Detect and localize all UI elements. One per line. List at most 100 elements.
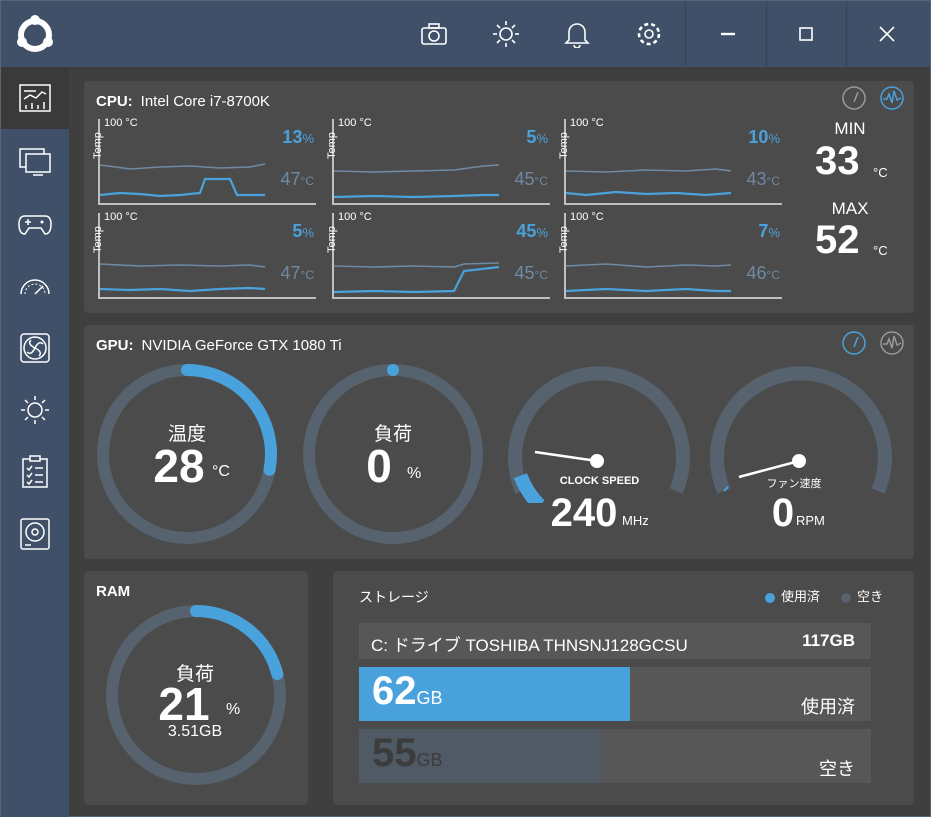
gpu-load-gauge xyxy=(303,364,483,544)
ram-title: RAM xyxy=(96,583,131,600)
legend-used: 使用済 xyxy=(765,586,820,605)
graph-view-icon[interactable] xyxy=(878,329,906,362)
gauge-view-icon[interactable] xyxy=(840,329,868,362)
gpu-fan-unit: RPM xyxy=(796,513,825,528)
fan-icon[interactable] xyxy=(1,317,69,379)
graph-x-axis xyxy=(332,203,550,205)
gauge-view-icon[interactable] xyxy=(840,84,868,117)
gpu-fan-value: 0 xyxy=(771,491,795,535)
load-line xyxy=(334,193,499,199)
cpu-title: CPU: Intel Core i7-8700K xyxy=(96,93,270,110)
bell-icon[interactable] xyxy=(562,19,592,49)
gpu-load-unit: % xyxy=(407,465,422,482)
core-load: 13% xyxy=(282,127,314,148)
close-icon[interactable] xyxy=(872,19,902,49)
checklist-icon[interactable] xyxy=(1,441,69,503)
core-load-unit: % xyxy=(536,225,548,240)
storage-panel: ストレージ 使用済 空き C: ドライブ TOSHIBA THNSNJ128GC… xyxy=(333,571,914,805)
graph-max-label: 100 °C xyxy=(338,117,372,129)
dashboard-icon[interactable] xyxy=(1,67,69,129)
core-load-value: 5 xyxy=(292,221,303,241)
gpu-clock-value: 240 xyxy=(550,491,618,535)
gpu-temp-label: 温度 xyxy=(167,424,206,445)
drive-header[interactable]: C: ドライブ TOSHIBA THNSNJ128GCSU 117GB xyxy=(359,623,871,659)
core-temp-unit: °C xyxy=(766,268,780,282)
graph-max-label: 100 °C xyxy=(338,211,372,223)
graph-max-label: 100 °C xyxy=(104,117,138,129)
core-temp: 47°C xyxy=(281,169,315,190)
core-temp-unit: °C xyxy=(300,268,314,282)
title-bar xyxy=(1,1,930,67)
load-line xyxy=(566,190,732,197)
free-number: 55 xyxy=(372,731,417,775)
maximize-icon[interactable] xyxy=(791,19,821,49)
core-load: 7% xyxy=(758,221,780,242)
gpu-clock-arc xyxy=(513,472,545,503)
core-temp: 45°C xyxy=(515,263,549,284)
speedometer-icon[interactable] xyxy=(1,255,69,317)
core-load-value: 10 xyxy=(748,127,769,147)
gpu-clock-needle xyxy=(534,450,598,463)
gpu-fan-needle xyxy=(738,459,800,479)
graph-view-icon[interactable] xyxy=(878,84,906,117)
app-logo-icon xyxy=(15,15,55,55)
gamepad-icon[interactable] xyxy=(1,193,69,255)
gpu-fan-label: ファン速度 xyxy=(766,478,822,490)
ram-used: 3.51GB xyxy=(167,723,223,740)
core-temp: 43°C xyxy=(747,169,781,190)
graph-max-label: 100 °C xyxy=(104,211,138,223)
disk-icon[interactable] xyxy=(1,503,69,565)
legend-used-label: 使用済 xyxy=(781,589,821,604)
ram-load-gauge xyxy=(106,605,286,785)
graph-axis-label: Temp xyxy=(92,132,104,159)
core-load-value: 7 xyxy=(758,221,769,241)
core-load-unit: % xyxy=(302,131,314,146)
titlebar-separator xyxy=(846,1,847,67)
load-line xyxy=(100,177,265,198)
used-value: 62GB xyxy=(372,669,443,714)
temp-line xyxy=(334,164,500,173)
legend-free-label: 空き xyxy=(857,589,884,604)
graph-y-axis xyxy=(98,119,100,205)
titlebar-separator xyxy=(766,1,767,67)
core-temp-value: 46 xyxy=(746,263,767,283)
gpu-clock-label: CLOCK SPEED xyxy=(559,475,640,487)
used-unit: GB xyxy=(416,688,443,708)
ram-load-label: 負荷 xyxy=(175,664,214,685)
camera-icon[interactable] xyxy=(419,19,449,49)
gear-icon[interactable] xyxy=(634,19,664,49)
graph-lines xyxy=(334,262,500,294)
legend-used-dot xyxy=(765,592,775,603)
cpu-max-value: 52 xyxy=(815,218,860,262)
cpu-core-graph: 100 °C Temp 5% 47°C xyxy=(92,209,318,301)
gpu-temp-gauge xyxy=(97,364,277,544)
brightness-icon[interactable] xyxy=(491,19,521,49)
graph-y-axis xyxy=(332,119,334,205)
graph-axis-label: Temp xyxy=(558,226,570,253)
free-label: 空き xyxy=(819,759,855,779)
core-temp-unit: °C xyxy=(534,268,548,282)
legend-free: 空き xyxy=(841,586,883,605)
core-load-value: 5 xyxy=(526,127,537,147)
free-bar-track: 55GB 空き xyxy=(359,729,871,783)
graph-x-axis xyxy=(98,203,316,205)
core-load-value: 45 xyxy=(516,221,537,241)
cpu-max-label: MAX xyxy=(831,199,869,218)
minimize-icon[interactable] xyxy=(713,19,743,49)
gpu-load-value: 0 xyxy=(366,440,392,492)
core-temp-value: 45 xyxy=(514,169,535,189)
graph-x-axis xyxy=(564,203,782,205)
load-line xyxy=(334,265,500,294)
core-temp: 46°C xyxy=(747,263,781,284)
core-load-unit: % xyxy=(768,131,780,146)
load-line xyxy=(566,287,731,293)
core-temp-value: 47 xyxy=(280,263,301,283)
cpu-panel: CPU: Intel Core i7-8700K 100 °C Temp 13% … xyxy=(84,81,914,313)
temp-line xyxy=(100,263,266,268)
graph-lines xyxy=(566,168,732,197)
light-icon[interactable] xyxy=(1,379,69,441)
sidebar xyxy=(1,67,69,817)
graph-lines xyxy=(334,164,500,199)
monitor-icon[interactable] xyxy=(1,131,69,193)
